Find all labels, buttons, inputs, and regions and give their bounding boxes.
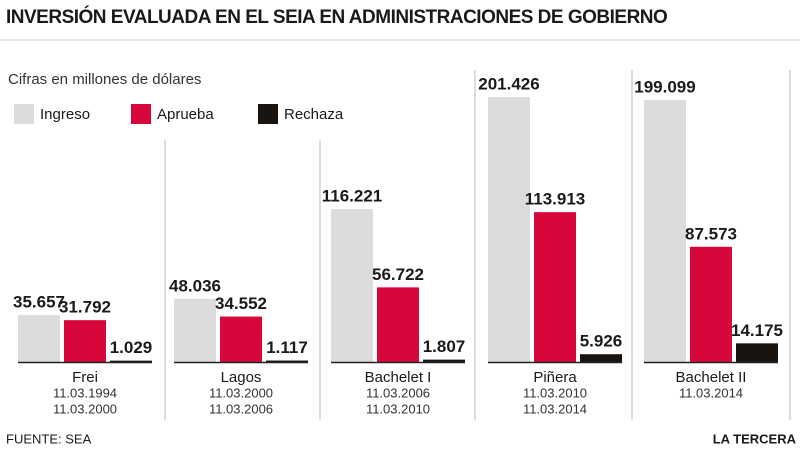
legend-label: Aprueba <box>157 106 214 123</box>
bar <box>64 320 106 362</box>
bar <box>220 316 262 362</box>
value-label: 201.426 <box>478 74 539 93</box>
bar <box>423 359 465 362</box>
bar <box>331 209 373 362</box>
bar <box>266 360 308 362</box>
value-label: 113.913 <box>525 190 586 209</box>
bar <box>377 287 419 362</box>
date-label: 11.03.2014 <box>679 385 743 400</box>
date-label: 11.03.2006 <box>366 385 430 400</box>
date-label: 11.03.2000 <box>209 385 273 400</box>
value-label: 116.221 <box>322 187 383 206</box>
legend-label: Ingreso <box>40 106 90 123</box>
value-label: 56.722 <box>372 265 424 284</box>
legend-label: Rechaza <box>284 106 344 123</box>
chart-title: INVERSIÓN EVALUADA EN EL SEIA EN ADMINIS… <box>6 6 667 28</box>
value-label: 5.926 <box>580 332 623 351</box>
publisher: LA TERCERA <box>713 431 797 446</box>
value-label: 1.117 <box>266 338 308 357</box>
value-label: 87.573 <box>685 224 737 243</box>
separators <box>164 70 791 420</box>
value-label: 199.099 <box>634 78 695 97</box>
bar <box>736 343 778 362</box>
date-label: 11.03.2014 <box>523 401 587 416</box>
category-label: Bachelet I <box>365 369 432 386</box>
category-label: Lagos <box>221 369 262 386</box>
value-label: 31.792 <box>59 298 111 317</box>
category-label: Piñera <box>533 369 577 386</box>
bar <box>488 97 530 362</box>
bar <box>690 246 732 362</box>
value-label: 1.807 <box>423 337 466 356</box>
bar <box>534 212 576 362</box>
bar <box>110 360 152 362</box>
source: FUENTE: SEA <box>6 431 92 446</box>
date-label: 11.03.2006 <box>209 401 273 416</box>
value-label: 48.036 <box>169 276 221 295</box>
date-label: 11.03.2010 <box>366 401 430 416</box>
bar <box>18 315 60 362</box>
value-label: 1.029 <box>110 338 153 357</box>
bar <box>174 298 216 362</box>
legend-swatch <box>258 104 278 124</box>
date-label: 11.03.2000 <box>53 401 117 416</box>
value-label: 34.552 <box>215 294 267 313</box>
bar <box>644 100 686 362</box>
date-label: 11.03.2010 <box>523 385 587 400</box>
subtitle: Cifras en millones de dólares <box>8 71 201 88</box>
bar <box>580 354 622 362</box>
legend-swatch <box>131 104 151 124</box>
value-label: 14.175 <box>731 321 783 340</box>
value-label: 35.657 <box>13 293 65 312</box>
legend-swatch <box>14 104 34 124</box>
category-label: Bachelet II <box>676 369 747 386</box>
date-label: 11.03.1994 <box>53 385 117 400</box>
category-label: Frei <box>72 369 98 386</box>
